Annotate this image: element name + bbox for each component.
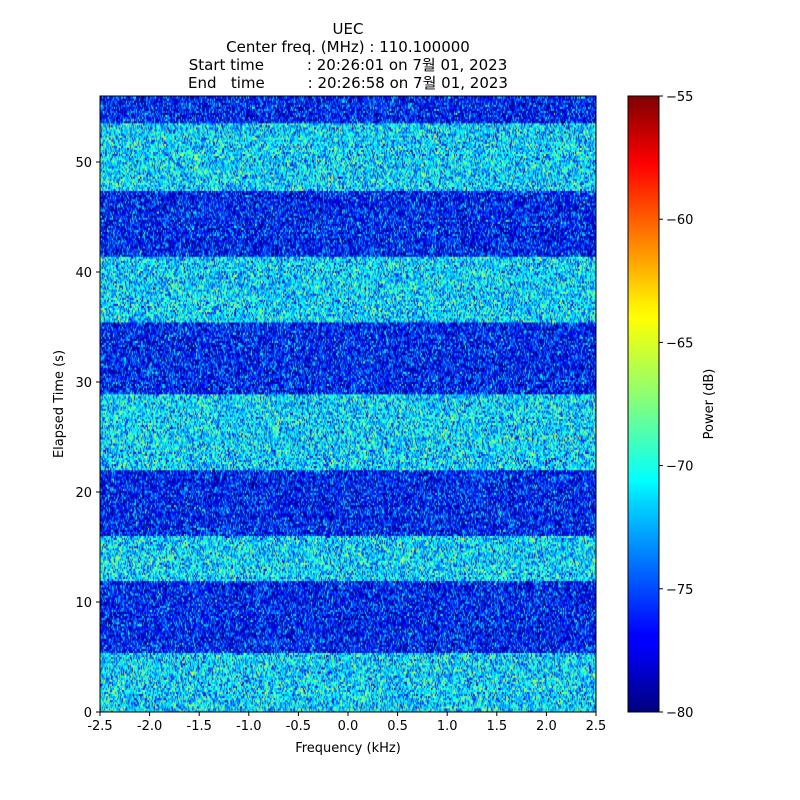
chart-title-line-1: UEC [332,20,364,38]
colorbar-label: Power (dB) [702,369,717,440]
x-tick-label: 0.5 [387,719,408,734]
x-tick-label: -1.0 [236,719,261,734]
x-tick-label: 1.0 [437,719,458,734]
colorbar-tick-label: −65 [666,336,693,351]
x-tick-label: 2.5 [586,719,607,734]
x-tick-label: -2.0 [137,719,162,734]
x-tick-label: -1.5 [187,719,212,734]
colorbar-tick-label: −75 [666,583,693,598]
colorbar-tick-label: −60 [666,213,693,228]
colorbar-tick-label: −80 [666,706,693,721]
y-tick-label: 40 [75,266,92,281]
chart-title-line-2: Center freq. (MHz) : 110.100000 [226,38,470,56]
x-tick-label: 2.0 [536,719,557,734]
y-tick-label: 30 [75,376,92,391]
colorbar-frame [627,95,660,713]
y-tick-label: 0 [84,706,92,721]
chart-title-line-4: End time : 20:26:58 on 7월 01, 2023 [188,74,508,92]
chart-title-line-3: Start time : 20:26:01 on 7월 01, 2023 [188,56,508,74]
x-axis: -2.5 -2.0 -1.5 -1.0 -0.5 0.0 0.5 1.0 1.5 2.0 2.5 [87,712,606,734]
colorbar-gradient [628,96,659,712]
y-axis: 0 10 20 30 40 50 [75,156,100,721]
y-axis-label: Elapsed Time (s) [52,350,67,458]
colorbar-tick-label: −70 [666,460,693,475]
x-tick-label: -2.5 [87,719,112,734]
colorbar-tick-label: −55 [666,90,693,105]
x-tick-label: -0.5 [286,719,311,734]
colorbar-axis: −55 −60 −65 −70 −75 −80 [659,90,693,721]
y-tick-label: 20 [75,486,92,501]
x-tick-label: 0.0 [338,719,359,734]
x-axis-label: Frequency (kHz) [295,741,401,756]
y-tick-label: 10 [75,596,92,611]
y-tick-label: 50 [75,156,92,171]
heatmap-container [100,96,596,712]
x-tick-label: 1.5 [486,719,507,734]
